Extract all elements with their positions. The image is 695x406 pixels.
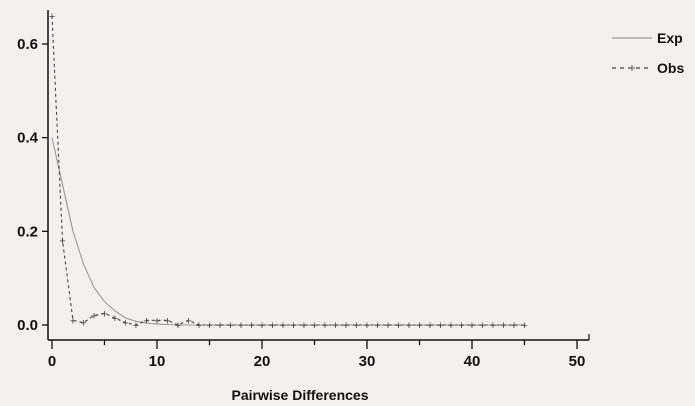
y-axis: 0.0 0.2 0.4 0.6 [17,36,48,334]
legend-obs-label: Obs [657,60,684,76]
data-point: + [353,320,359,332]
data-point: + [196,320,202,332]
x-tick-label: 20 [254,353,271,370]
data-point: + [70,315,76,327]
data-point: + [248,320,254,332]
data-point: + [364,320,370,332]
series-line [51,137,525,326]
data-point: + [227,320,233,332]
x-axis: 0 10 20 30 40 50 [48,340,586,370]
data-point: + [143,315,149,327]
data-point: + [500,320,506,332]
x-tick-label: 30 [359,353,376,370]
plot-frame [47,10,590,341]
legend-exp-label: Exp [657,30,683,46]
data-point: + [217,320,223,332]
data-point: + [280,320,286,332]
data-point: + [164,315,170,327]
data-point: + [343,320,349,332]
x-tick-label: 0 [48,353,56,370]
data-point: + [395,320,401,332]
x-tick-label: 50 [569,353,586,370]
y-tick-label: 0.6 [17,36,38,53]
data-point: + [259,320,265,332]
data-point: + [374,320,380,332]
data-point: + [469,320,475,332]
series-exp [51,137,525,326]
data-point: + [479,320,485,332]
x-tick-label: 40 [464,353,481,370]
data-point: + [185,315,191,327]
data-point: + [385,320,391,332]
data-point: + [311,320,317,332]
data-point: + [122,318,128,330]
data-point: + [206,320,212,332]
data-point: + [91,311,97,323]
legend-obs-marker: + [628,61,635,75]
data-point: + [133,320,139,332]
data-point: + [322,320,328,332]
data-point: + [490,320,496,332]
data-point: + [458,320,464,332]
series-line [51,15,525,326]
y-tick-label: 0.0 [17,317,38,334]
data-point: + [406,320,412,332]
data-point: + [112,313,118,325]
data-point: + [416,320,422,332]
data-point: + [49,11,55,23]
data-point: + [154,315,160,327]
data-point: + [269,320,275,332]
data-point: + [290,320,296,332]
data-point: + [101,308,107,320]
y-tick-label: 0.4 [17,130,39,147]
series-obs: + + + + + + + + + + + + + + + + + + + + + + + + + + + + + + + + + + + + + + + +… [49,11,528,332]
x-axis-label: Pairwise Differences [232,387,369,403]
data-point: + [80,318,86,330]
legend: Exp + Obs [612,30,684,76]
y-tick-label: 0.2 [17,223,38,240]
data-point: + [332,320,338,332]
data-point: + [301,320,307,332]
data-point: + [511,320,517,332]
data-point: + [175,320,181,332]
data-point: + [59,236,65,248]
data-point: + [521,320,527,332]
data-point: + [448,320,454,332]
data-point: + [437,320,443,332]
data-point: + [427,320,433,332]
data-point: + [238,320,244,332]
x-tick-label: 10 [149,353,166,370]
